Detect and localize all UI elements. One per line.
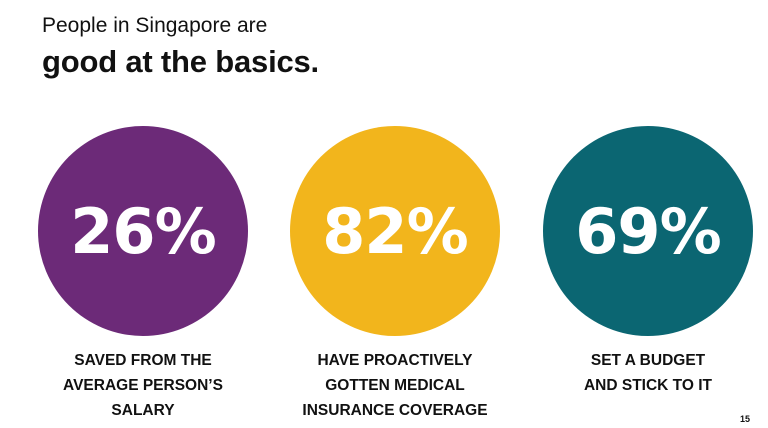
- stat-circle: 69%: [543, 126, 753, 336]
- caption-line: GOTTEN MEDICAL: [325, 377, 465, 394]
- stat-caption: SAVED FROM THE AVERAGE PERSON’S SALARY: [18, 348, 268, 423]
- stat-percentage: 69%: [575, 194, 721, 268]
- caption-line: AVERAGE PERSON’S: [63, 377, 223, 394]
- stat-circle: 26%: [38, 126, 248, 336]
- caption-line: SALARY: [111, 402, 175, 419]
- stat-budget: 69% SET A BUDGET AND STICK TO IT: [523, 126, 768, 416]
- caption-line: HAVE PROACTIVELY: [317, 352, 473, 369]
- page-number: 15: [739, 414, 750, 424]
- stat-insurance: 82% HAVE PROACTIVELY GOTTEN MEDICAL INSU…: [270, 126, 520, 419]
- caption-line: AND STICK TO IT: [583, 377, 713, 394]
- stat-percentage: 26%: [70, 194, 216, 268]
- stat-circle: 82%: [290, 126, 500, 336]
- stat-percentage: 82%: [322, 194, 468, 268]
- stat-caption: HAVE PROACTIVELY GOTTEN MEDICAL INSURANC…: [270, 348, 520, 423]
- caption-line: INSURANCE COVERAGE: [302, 402, 488, 419]
- slide-subtitle: People in Singapore are: [42, 14, 268, 37]
- caption-line: SET A BUDGET: [590, 352, 706, 369]
- stat-savings: 26% SAVED FROM THE AVERAGE PERSON’S SALA…: [18, 126, 268, 419]
- slide-title: good at the basics.: [42, 44, 319, 79]
- caption-line: SAVED FROM THE: [74, 352, 212, 369]
- stat-caption: SET A BUDGET AND STICK TO IT: [523, 348, 768, 398]
